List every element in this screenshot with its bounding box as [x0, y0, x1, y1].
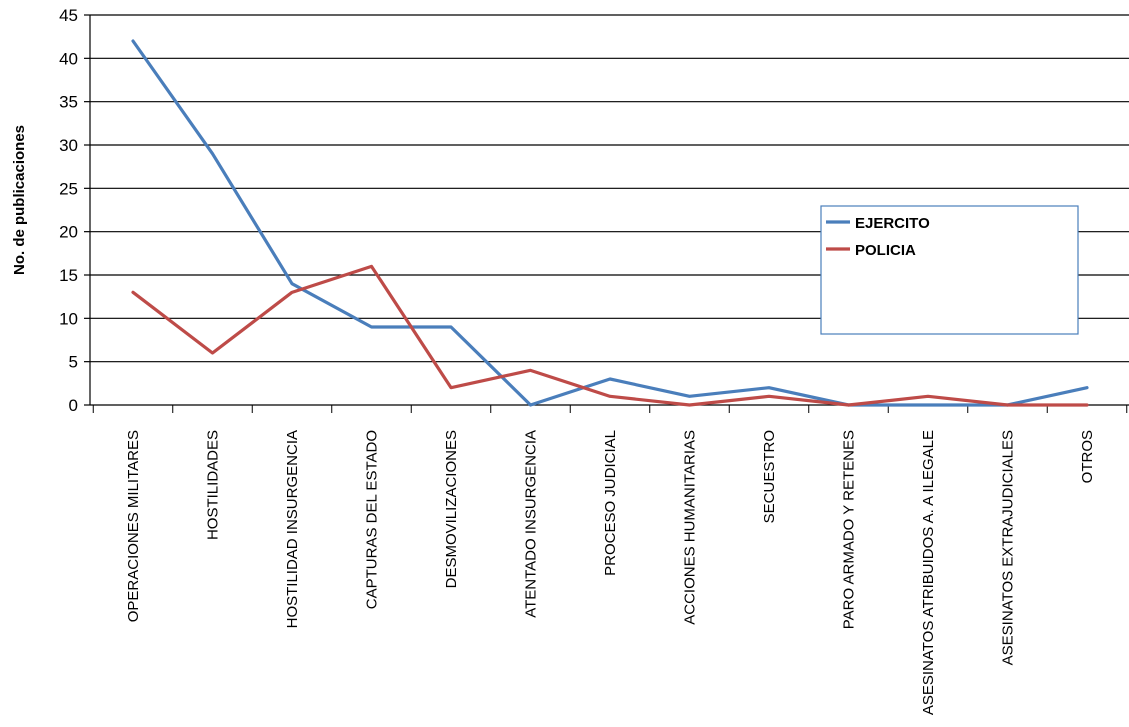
- data-point-policia: [529, 369, 532, 372]
- legend: EJERCITO POLICIA: [820, 205, 1079, 335]
- y-tick-label: 40: [59, 49, 78, 68]
- data-point-ejercito: [131, 39, 135, 43]
- data-point-policia: [290, 291, 294, 294]
- data-point-ejercito: [529, 403, 532, 407]
- legend-label-ejercito: EJERCITO: [855, 215, 930, 232]
- x-tick-label: SECUESTRO: [761, 430, 778, 523]
- x-tick-label: HOSTILIDAD INSURGENCIA: [284, 430, 301, 628]
- x-tick-label: CAPTURAS DEL ESTADO: [364, 430, 381, 609]
- data-point-ejercito: [370, 325, 373, 329]
- y-tick-label: 15: [59, 266, 78, 285]
- x-tick-label: PROCESO JUDICIAL: [602, 430, 619, 576]
- y-tick-label: 30: [59, 136, 78, 155]
- x-tick-label: OTROS: [1079, 430, 1096, 483]
- y-tick-label: 20: [59, 223, 78, 242]
- data-point-policia: [449, 386, 453, 389]
- x-tick-label: ATENTADO INSURGENCIA: [523, 430, 540, 618]
- data-point-policia: [608, 395, 612, 398]
- x-tick-label: ACCIONES HUMANITARIAS: [682, 430, 699, 625]
- y-tick-label: 10: [59, 309, 78, 328]
- data-point-policia: [211, 351, 214, 355]
- x-tick-label: ASESINATOS EXTRAJUDICIALES: [1000, 430, 1017, 665]
- y-tick-label: 25: [59, 179, 78, 198]
- data-point-policia: [131, 291, 135, 294]
- y-axis: 0 5 10 15 20 25 30 35 40 45: [59, 6, 91, 415]
- series-lines: [131, 39, 1089, 407]
- data-point-ejercito: [608, 377, 612, 381]
- y-tick-label: 0: [69, 396, 78, 415]
- x-tick-label: DESMOVILIZACIONES: [443, 430, 460, 588]
- data-point-policia: [1006, 403, 1009, 407]
- data-point-ejercito: [211, 152, 214, 155]
- x-tick-label: PARO ARMADO Y RETENES: [841, 430, 858, 629]
- x-tick-label: HOSTILIDADES: [205, 430, 222, 540]
- data-point-ejercito: [290, 282, 294, 285]
- data-point-ejercito: [926, 403, 930, 407]
- y-tick-label: 45: [59, 6, 78, 25]
- x-tick-label: OPERACIONES MILITARES: [125, 430, 142, 622]
- x-tick-label: ASESINATOS ATRIBUIDOS A. A ILEGALE: [920, 430, 937, 715]
- data-point-ejercito: [1085, 386, 1089, 389]
- data-point-policia: [1085, 403, 1089, 407]
- data-point-policia: [370, 265, 373, 268]
- data-point-ejercito: [449, 325, 453, 329]
- y-tick-label: 5: [69, 353, 78, 372]
- legend-box: [820, 205, 1079, 335]
- data-point-ejercito: [767, 386, 771, 389]
- data-point-policia: [688, 403, 691, 407]
- y-tick-label: 35: [59, 93, 78, 112]
- legend-label-policia: POLICIA: [855, 242, 916, 259]
- grid-lines: [90, 14, 1129, 406]
- x-axis: OPERACIONES MILITARES HOSTILIDADES HOSTILI…: [92, 405, 1128, 715]
- data-point-ejercito: [688, 395, 691, 398]
- y-axis-label: No. de publicaciones: [11, 125, 28, 275]
- data-point-policia: [926, 395, 930, 398]
- data-point-policia: [767, 395, 771, 398]
- data-point-policia: [847, 403, 850, 407]
